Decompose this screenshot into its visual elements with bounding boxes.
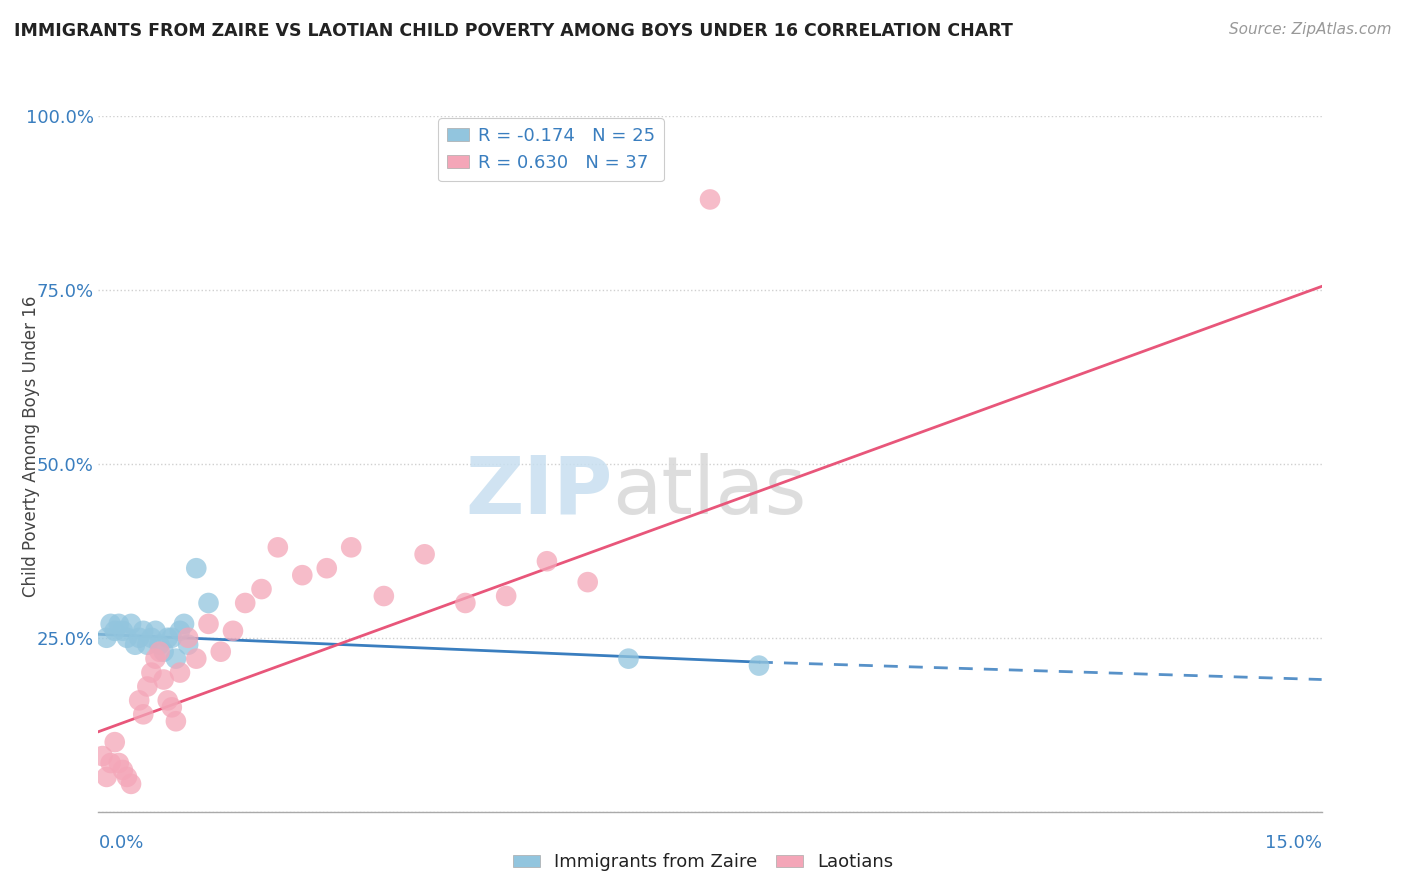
Point xyxy=(197,596,219,610)
Point xyxy=(169,624,191,638)
Point xyxy=(169,665,191,680)
Point xyxy=(177,638,200,652)
Point xyxy=(536,554,558,568)
Point xyxy=(111,763,134,777)
Point xyxy=(160,631,183,645)
Point xyxy=(267,541,290,555)
Text: Child Poverty Among Boys Under 16: Child Poverty Among Boys Under 16 xyxy=(22,295,39,597)
Point xyxy=(156,631,179,645)
Point xyxy=(120,777,142,791)
Point xyxy=(128,693,150,707)
Point xyxy=(495,589,517,603)
Point xyxy=(340,541,363,555)
Text: 0.0%: 0.0% xyxy=(98,834,143,852)
Point xyxy=(149,638,172,652)
Point xyxy=(250,582,273,596)
Point xyxy=(160,700,183,714)
Legend: R = -0.174   N = 25, R = 0.630   N = 37: R = -0.174 N = 25, R = 0.630 N = 37 xyxy=(439,118,664,181)
Point xyxy=(115,770,138,784)
Point xyxy=(173,616,195,631)
Point xyxy=(111,624,134,638)
Text: IMMIGRANTS FROM ZAIRE VS LAOTIAN CHILD POVERTY AMONG BOYS UNDER 16 CORRELATION C: IMMIGRANTS FROM ZAIRE VS LAOTIAN CHILD P… xyxy=(14,22,1012,40)
Point xyxy=(104,735,127,749)
Point xyxy=(165,714,187,729)
Point xyxy=(124,638,146,652)
Text: ZIP: ZIP xyxy=(465,452,612,531)
Point xyxy=(617,651,640,665)
Text: Source: ZipAtlas.com: Source: ZipAtlas.com xyxy=(1229,22,1392,37)
Point xyxy=(699,193,721,207)
Point xyxy=(186,561,208,575)
Point xyxy=(141,631,163,645)
Point xyxy=(108,616,131,631)
Text: atlas: atlas xyxy=(612,452,807,531)
Point xyxy=(104,624,127,638)
Point xyxy=(209,645,232,659)
Point xyxy=(145,651,167,665)
Point xyxy=(576,575,599,590)
Point xyxy=(413,547,436,561)
Point xyxy=(291,568,314,582)
Point xyxy=(120,616,142,631)
Point xyxy=(136,680,159,694)
Point xyxy=(165,651,187,665)
Point xyxy=(373,589,395,603)
Point xyxy=(149,645,172,659)
Legend: Immigrants from Zaire, Laotians: Immigrants from Zaire, Laotians xyxy=(506,847,900,879)
Point xyxy=(222,624,245,638)
Point xyxy=(233,596,256,610)
Text: 15.0%: 15.0% xyxy=(1264,834,1322,852)
Point xyxy=(96,631,118,645)
Point xyxy=(91,749,114,764)
Point xyxy=(454,596,477,610)
Point xyxy=(100,756,122,770)
Point xyxy=(177,631,200,645)
Point xyxy=(186,651,208,665)
Point xyxy=(156,693,179,707)
Point xyxy=(152,673,174,687)
Point xyxy=(100,616,122,631)
Point xyxy=(128,631,150,645)
Point xyxy=(197,616,219,631)
Point xyxy=(96,770,118,784)
Point xyxy=(141,665,163,680)
Point xyxy=(145,624,167,638)
Point xyxy=(748,658,770,673)
Point xyxy=(136,638,159,652)
Point xyxy=(108,756,131,770)
Point xyxy=(152,645,174,659)
Point xyxy=(132,707,155,722)
Point xyxy=(132,624,155,638)
Point xyxy=(315,561,337,575)
Point xyxy=(115,631,138,645)
